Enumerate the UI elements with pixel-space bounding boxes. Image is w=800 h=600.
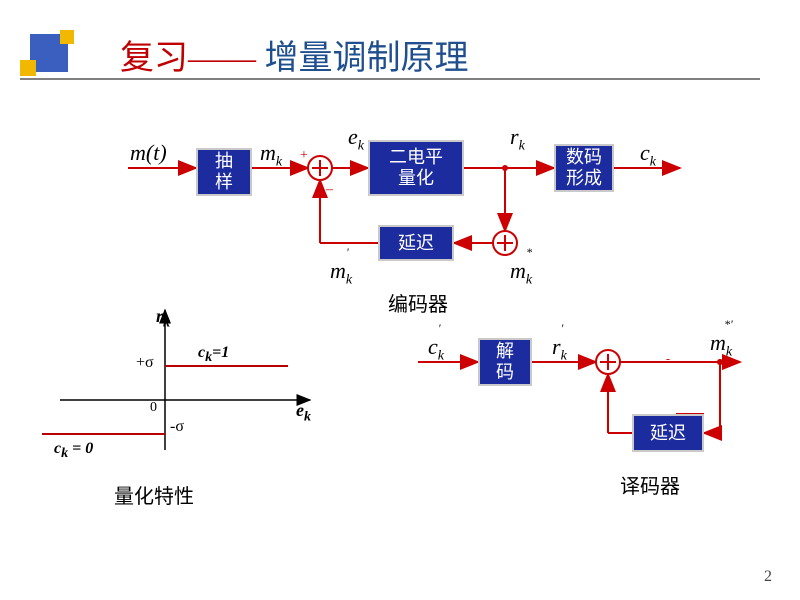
sign-plus: + <box>300 148 308 164</box>
label-mk-star-prime: mk*' <box>710 330 741 360</box>
label-rk: rk <box>510 124 525 154</box>
level-pos: +σ <box>136 354 154 372</box>
level-neg: -σ <box>170 418 184 436</box>
label-ck-prime: ck' <box>428 334 447 364</box>
label-ek: ek <box>348 124 364 154</box>
block-sample: 抽样 <box>196 148 252 196</box>
block-delay-decoder: 延迟 <box>632 414 704 452</box>
label-mk-prime: mk' <box>330 258 355 288</box>
sign-minus: – <box>326 182 333 198</box>
ck-one: ck=1 <box>198 344 229 366</box>
page-number: 2 <box>764 568 772 586</box>
axis-y-label: rk <box>156 306 170 332</box>
label-mk: mk <box>260 140 282 170</box>
block-delay-encoder: 延迟 <box>378 225 454 261</box>
label-rk-prime: rk' <box>552 334 569 364</box>
label-mk-star: mk* <box>510 258 538 288</box>
caption-quant: 量化特性 <box>114 480 194 509</box>
axis-x-label: ek <box>296 400 311 426</box>
caption-decoder: 译码器 <box>620 470 680 499</box>
label-mt: m(t) <box>130 140 167 166</box>
origin-zero: 0 <box>150 400 157 416</box>
ck-zero: ck = 0 <box>54 440 93 462</box>
block-decode: 解码 <box>478 338 532 386</box>
block-quantize: 二电平量化 <box>368 140 464 196</box>
block-codegen: 数码形成 <box>554 144 614 192</box>
caption-encoder: 编码器 <box>388 288 448 317</box>
label-ck: ck <box>640 140 656 170</box>
